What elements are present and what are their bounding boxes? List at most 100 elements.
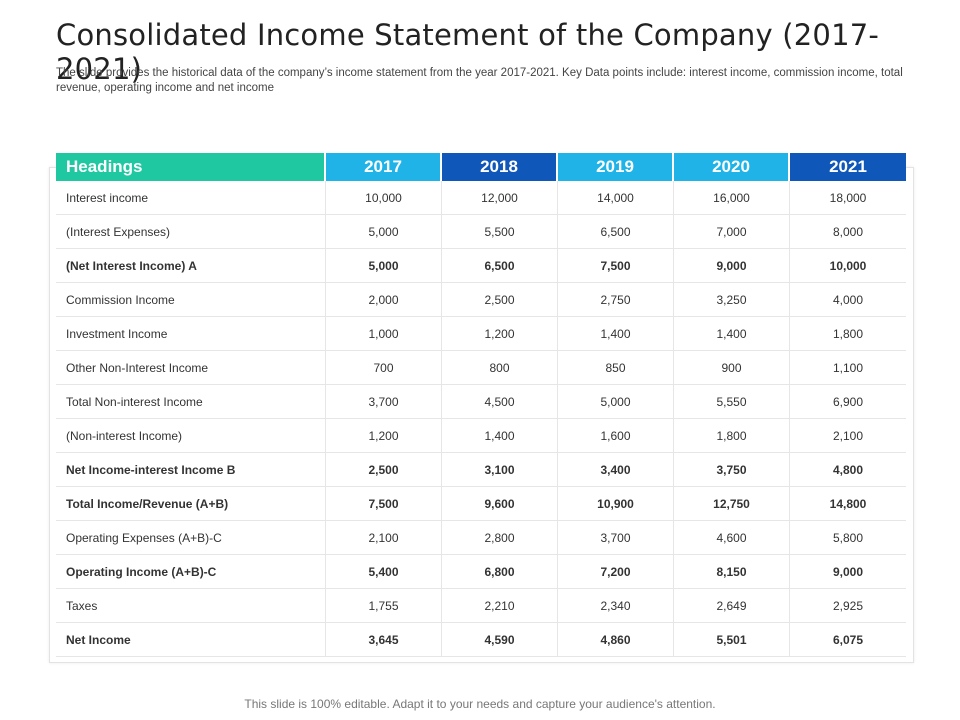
header-year: 2021 bbox=[790, 153, 906, 181]
table-cell: 2,210 bbox=[442, 589, 558, 623]
table-cell: 800 bbox=[442, 351, 558, 385]
table-cell: 3,750 bbox=[674, 453, 790, 487]
table-cell: 4,860 bbox=[558, 623, 674, 657]
row-label: Investment Income bbox=[56, 317, 326, 351]
table-cell: 6,900 bbox=[790, 385, 906, 419]
table-cell: 1,400 bbox=[558, 317, 674, 351]
table-cell: 2,649 bbox=[674, 589, 790, 623]
table-cell: 2,750 bbox=[558, 283, 674, 317]
table-cell: 1,800 bbox=[790, 317, 906, 351]
row-label: Taxes bbox=[56, 589, 326, 623]
table-cell: 6,075 bbox=[790, 623, 906, 657]
table-cell: 3,700 bbox=[558, 521, 674, 555]
row-label: Total Non-interest Income bbox=[56, 385, 326, 419]
table-cell: 1,100 bbox=[790, 351, 906, 385]
table-cell: 1,000 bbox=[326, 317, 442, 351]
table-cell: 4,000 bbox=[790, 283, 906, 317]
table-cell: 7,500 bbox=[326, 487, 442, 521]
row-label: Total Income/Revenue (A+B) bbox=[56, 487, 326, 521]
table-cell: 10,900 bbox=[558, 487, 674, 521]
table-cell: 6,800 bbox=[442, 555, 558, 589]
table-cell: 3,645 bbox=[326, 623, 442, 657]
table-cell: 5,000 bbox=[558, 385, 674, 419]
table-row: (Non-interest Income) 1,200 1,400 1,600 1,80… bbox=[56, 419, 906, 453]
table-cell: 12,000 bbox=[442, 181, 558, 215]
row-label: Net Income-interest Income B bbox=[56, 453, 326, 487]
table-cell: 2,100 bbox=[790, 419, 906, 453]
table-cell: 9,000 bbox=[790, 555, 906, 589]
table-cell: 1,755 bbox=[326, 589, 442, 623]
table-cell: 1,400 bbox=[442, 419, 558, 453]
table-cell: 1,200 bbox=[442, 317, 558, 351]
page-subtitle: The slide provides the historical data o… bbox=[56, 67, 903, 94]
header-year: 2018 bbox=[442, 153, 558, 181]
table-cell: 10,000 bbox=[326, 181, 442, 215]
table-row: Commission Income 2,000 2,500 2,750 3,250 4,0… bbox=[56, 283, 906, 317]
table-row: (Interest Expenses) 5,000 5,500 6,500 7,000 8… bbox=[56, 215, 906, 249]
table-cell: 5,000 bbox=[326, 249, 442, 283]
table-cell: 1,800 bbox=[674, 419, 790, 453]
row-label: (Net Interest Income) A bbox=[56, 249, 326, 283]
row-label: Operating Expenses (A+B)-C bbox=[56, 521, 326, 555]
table-row: Taxes 1,755 2,210 2,340 2,649 2,925 bbox=[56, 589, 906, 623]
table-cell: 5,501 bbox=[674, 623, 790, 657]
table-body: Interest income 10,000 12,000 14,000 16,000 1… bbox=[56, 181, 906, 657]
table-row: Investment Income 1,000 1,200 1,400 1,400 1,8… bbox=[56, 317, 906, 351]
income-statement-table: Headings 2017 2018 2019 2020 2021 Intere… bbox=[56, 153, 906, 657]
table-cell: 6,500 bbox=[442, 249, 558, 283]
table-cell: 5,500 bbox=[442, 215, 558, 249]
table-cell: 7,200 bbox=[558, 555, 674, 589]
table-cell: 2,925 bbox=[790, 589, 906, 623]
table-cell: 4,600 bbox=[674, 521, 790, 555]
table-row: Net Income-interest Income B 2,500 3,100 3,… bbox=[56, 453, 906, 487]
row-label: Operating Income (A+B)-C bbox=[56, 555, 326, 589]
table-cell: 2,500 bbox=[326, 453, 442, 487]
table-cell: 2,800 bbox=[442, 521, 558, 555]
table-cell: 1,600 bbox=[558, 419, 674, 453]
table-cell: 2,340 bbox=[558, 589, 674, 623]
table-cell: 3,100 bbox=[442, 453, 558, 487]
row-label: Net Income bbox=[56, 623, 326, 657]
table-cell: 1,200 bbox=[326, 419, 442, 453]
table-row: Operating Income (A+B)-C 5,400 6,800 7,200 8… bbox=[56, 555, 906, 589]
header-year: 2020 bbox=[674, 153, 790, 181]
table-cell: 4,590 bbox=[442, 623, 558, 657]
table-cell: 8,000 bbox=[790, 215, 906, 249]
header-year: 2017 bbox=[326, 153, 442, 181]
row-label: (Interest Expenses) bbox=[56, 215, 326, 249]
table-cell: 900 bbox=[674, 351, 790, 385]
table-cell: 7,500 bbox=[558, 249, 674, 283]
table-cell: 8,150 bbox=[674, 555, 790, 589]
table-row: Interest income 10,000 12,000 14,000 16,000 1… bbox=[56, 181, 906, 215]
footer-note: This slide is 100% editable. Adapt it to… bbox=[244, 697, 716, 711]
header-year: 2019 bbox=[558, 153, 674, 181]
table-cell: 4,500 bbox=[442, 385, 558, 419]
table-cell: 3,700 bbox=[326, 385, 442, 419]
table-cell: 5,000 bbox=[326, 215, 442, 249]
table-cell: 3,400 bbox=[558, 453, 674, 487]
row-label: Commission Income bbox=[56, 283, 326, 317]
table-cell: 2,500 bbox=[442, 283, 558, 317]
table-cell: 2,100 bbox=[326, 521, 442, 555]
table-cell: 700 bbox=[326, 351, 442, 385]
table-header-row: Headings 2017 2018 2019 2020 2021 bbox=[56, 153, 906, 181]
row-label: Interest income bbox=[56, 181, 326, 215]
table-cell: 3,250 bbox=[674, 283, 790, 317]
table-cell: 6,500 bbox=[558, 215, 674, 249]
table-cell: 9,600 bbox=[442, 487, 558, 521]
table-row: Operating Expenses (A+B)-C 2,100 2,800 3,70… bbox=[56, 521, 906, 555]
table-cell: 5,800 bbox=[790, 521, 906, 555]
table-cell: 5,400 bbox=[326, 555, 442, 589]
row-label: (Non-interest Income) bbox=[56, 419, 326, 453]
row-label: Other Non-Interest Income bbox=[56, 351, 326, 385]
table-cell: 12,750 bbox=[674, 487, 790, 521]
table-frame bbox=[49, 167, 914, 663]
page-title: Consolidated Income Statement of the Com… bbox=[56, 18, 880, 86]
table-cell: 18,000 bbox=[790, 181, 906, 215]
table-cell: 4,800 bbox=[790, 453, 906, 487]
table-row: Other Non-Interest Income 700 800 850 900 1,1… bbox=[56, 351, 906, 385]
table-cell: 14,000 bbox=[558, 181, 674, 215]
table-row: (Net Interest Income) A 5,000 6,500 7,500 9,… bbox=[56, 249, 906, 283]
table-cell: 5,550 bbox=[674, 385, 790, 419]
table-cell: 7,000 bbox=[674, 215, 790, 249]
